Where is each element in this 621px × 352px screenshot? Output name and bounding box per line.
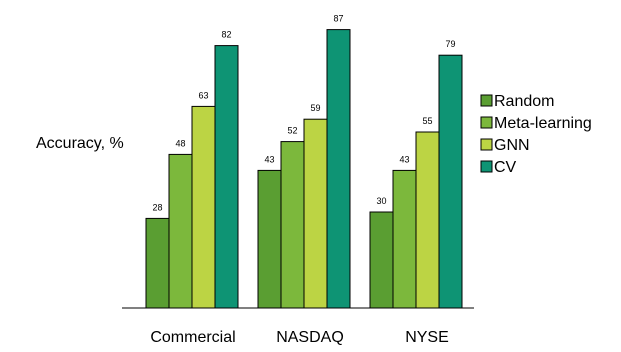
legend: Random Meta-learning GNN CV	[480, 93, 592, 176]
data-label-nasdaq-random: 43	[264, 154, 274, 164]
legend-label-random: Random	[494, 93, 554, 110]
data-label-nasdaq-cv: 87	[333, 14, 343, 24]
bar-nyse-meta-learning	[392, 169, 417, 309]
data-label-nyse-cv: 79	[445, 39, 455, 49]
bar-commercial-cv	[214, 45, 239, 309]
data-labels-group: 28 48 63 82 43 52 59 87 30 43 55 79	[152, 14, 455, 213]
bars-group	[145, 29, 463, 309]
bar-nasdaq-gnn	[303, 118, 328, 309]
data-label-nasdaq-gnn: 59	[310, 103, 320, 113]
bar-nyse-cv	[438, 54, 463, 309]
bar-commercial-gnn	[191, 105, 216, 309]
data-label-nyse-meta-learning: 43	[399, 154, 409, 164]
category-labels-group: Commercial NASDAQ NYSE	[150, 329, 448, 346]
bar-nasdaq-meta-learning	[280, 141, 305, 309]
bar-nasdaq-cv	[326, 29, 351, 309]
data-label-commercial-meta-learning: 48	[175, 138, 185, 148]
bar-nasdaq-random	[257, 169, 282, 309]
category-label-nyse: NYSE	[405, 329, 449, 346]
bar-commercial-meta-learning	[168, 153, 193, 309]
bar-commercial-random	[145, 217, 170, 309]
legend-swatch-gnn	[480, 138, 493, 151]
legend-label-gnn: GNN	[494, 137, 530, 154]
bar-nyse-gnn	[415, 131, 440, 309]
legend-swatch-cv	[480, 160, 493, 173]
data-label-commercial-gnn: 63	[198, 90, 208, 100]
legend-swatch-meta-learning	[480, 116, 493, 129]
bar-nyse-random	[369, 211, 394, 309]
category-label-nasdaq: NASDAQ	[276, 329, 344, 346]
y-axis-label: Accuracy, %	[36, 135, 124, 152]
data-label-commercial-random: 28	[152, 202, 162, 212]
legend-swatch-random	[480, 94, 493, 107]
data-label-nyse-random: 30	[376, 196, 386, 206]
legend-label-cv: CV	[494, 159, 517, 176]
data-label-nyse-gnn: 55	[422, 116, 432, 126]
data-label-commercial-cv: 82	[221, 30, 231, 40]
legend-label-meta-learning: Meta-learning	[494, 115, 592, 132]
category-label-commercial: Commercial	[150, 329, 235, 346]
data-label-nasdaq-meta-learning: 52	[287, 126, 297, 136]
